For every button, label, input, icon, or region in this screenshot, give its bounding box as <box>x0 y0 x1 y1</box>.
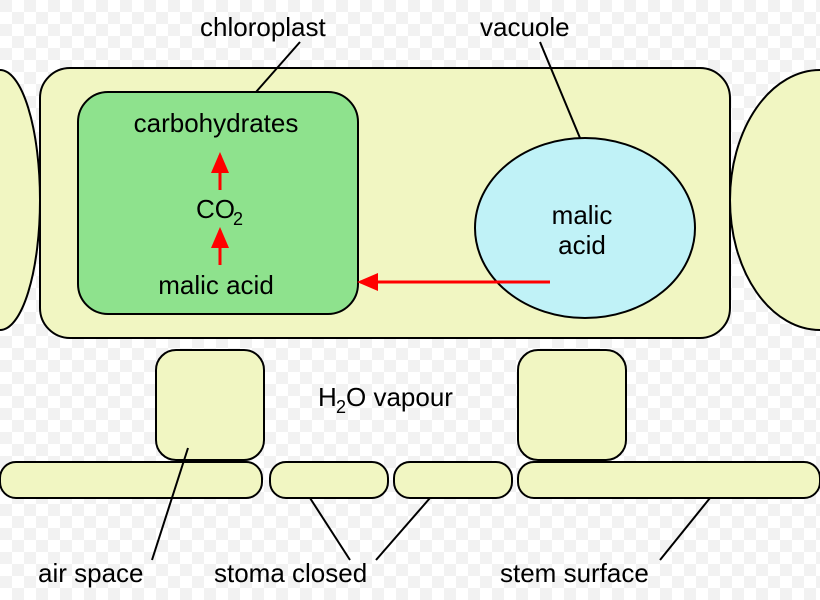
label-h2o_rest: O vapour <box>346 382 453 412</box>
guard-cell-left <box>156 350 264 460</box>
label-malic1: malic acid <box>158 270 274 300</box>
label-vacuole: vacuole <box>480 12 570 42</box>
stoma-half-right <box>394 462 512 498</box>
stem-surface-left <box>0 462 262 498</box>
label-h2o_h: H <box>318 382 337 412</box>
label-stem_surface: stem surface <box>500 558 649 588</box>
stem-surface-right <box>518 462 820 498</box>
label-chloroplast: chloroplast <box>200 12 327 42</box>
label-air_space: air space <box>38 558 144 588</box>
label-carbohydrates: carbohydrates <box>134 108 299 138</box>
label-co2_pre: CO <box>196 194 235 224</box>
label-h2o_sub: 2 <box>336 397 346 417</box>
label-co2_sub: 2 <box>233 209 243 229</box>
label-malic2a: malic <box>552 200 613 230</box>
guard-cell-right <box>518 350 626 460</box>
label-malic2b: acid <box>558 230 606 260</box>
stoma-half-left <box>270 462 388 498</box>
label-stoma_closed: stoma closed <box>214 558 367 588</box>
